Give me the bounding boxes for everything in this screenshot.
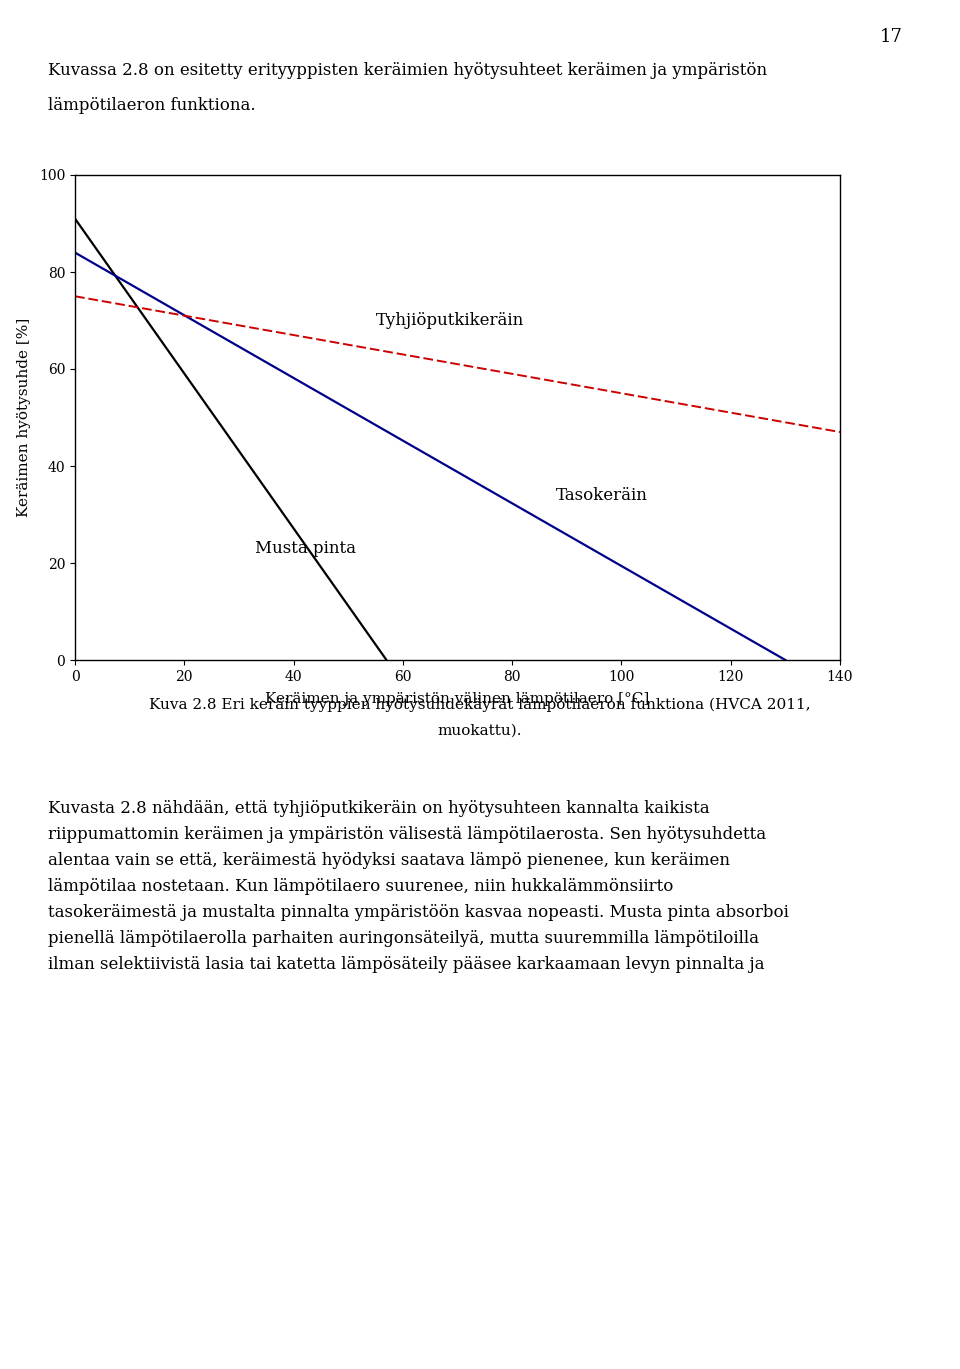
Text: 17: 17: [880, 27, 902, 47]
Text: riippumattomin keräimen ja ympäristön välisestä lämpötilaerosta. Sen hyötysuhdet: riippumattomin keräimen ja ympäristön vä…: [48, 826, 766, 843]
Text: Kuvasta 2.8 nähdään, että tyhjiöputkikeräin on hyötysuhteen kannalta kaikista: Kuvasta 2.8 nähdään, että tyhjiöputkiker…: [48, 799, 709, 817]
Y-axis label: Keräimen hyötysuhde [%]: Keräimen hyötysuhde [%]: [16, 318, 31, 517]
Text: Kuvassa 2.8 on esitetty erityyppisten keräimien hyötysuhteet keräimen ja ympäris: Kuvassa 2.8 on esitetty erityyppisten ke…: [48, 62, 767, 79]
Text: Tyhjiöputkikeräin: Tyhjiöputkikeräin: [375, 312, 524, 330]
X-axis label: Keräimen ja ympäristön välinen lämpötilaero [°C]: Keräimen ja ympäristön välinen lämpötila…: [265, 693, 650, 706]
Text: muokattu).: muokattu).: [438, 724, 522, 738]
Text: Kuva 2.8 Eri keräin tyyppien hyötysuhdekäyrät lämpötilaeron funktiona (HVCA 2011: Kuva 2.8 Eri keräin tyyppien hyötysuhdek…: [149, 698, 811, 712]
Text: lämpötilaa nostetaan. Kun lämpötilaero suurenee, niin hukkalämmönsiirto: lämpötilaa nostetaan. Kun lämpötilaero s…: [48, 878, 673, 895]
Text: lämpötilaeron funktiona.: lämpötilaeron funktiona.: [48, 97, 255, 114]
Text: pienellä lämpötilaerolla parhaiten auringonsäteilyä, mutta suuremmilla lämpötilo: pienellä lämpötilaerolla parhaiten aurin…: [48, 930, 759, 947]
Text: Musta pinta: Musta pinta: [255, 541, 356, 557]
Text: alentaa vain se että, keräimestä hyödyksi saatava lämpö pienenee, kun keräimen: alentaa vain se että, keräimestä hyödyks…: [48, 852, 730, 869]
Text: Tasokeräin: Tasokeräin: [556, 487, 648, 504]
Text: tasokeräimestä ja mustalta pinnalta ympäristöön kasvaa nopeasti. Musta pinta abs: tasokeräimestä ja mustalta pinnalta ympä…: [48, 904, 789, 921]
Text: ilman selektiivistä lasia tai katetta lämpösäteily pääsee karkaamaan levyn pinna: ilman selektiivistä lasia tai katetta lä…: [48, 956, 764, 973]
